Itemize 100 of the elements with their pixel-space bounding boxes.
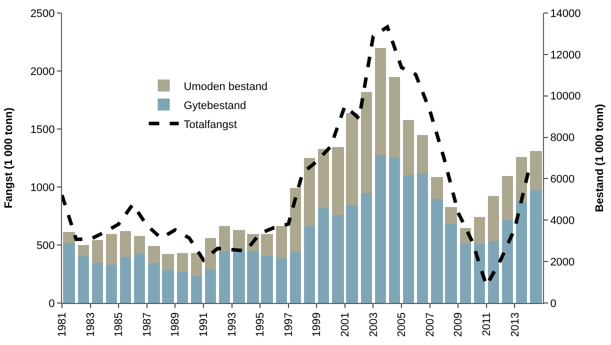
bar bbox=[191, 253, 202, 276]
bar bbox=[318, 208, 329, 303]
x-tick-label: 1987 bbox=[141, 312, 154, 337]
bar bbox=[502, 220, 513, 303]
bar bbox=[177, 253, 188, 272]
bar bbox=[63, 232, 75, 243]
bar bbox=[233, 230, 245, 249]
bar bbox=[177, 272, 188, 303]
bar bbox=[403, 175, 414, 303]
bar bbox=[219, 226, 230, 251]
y-axis-title: Fangst (1 000 tonn) bbox=[2, 107, 15, 208]
y2-tick-label: 14000 bbox=[550, 8, 581, 20]
x-tick-label: 2001 bbox=[340, 312, 352, 337]
bar bbox=[106, 265, 117, 303]
bar bbox=[290, 252, 301, 303]
x-tick-label: 2003 bbox=[368, 312, 380, 337]
bar bbox=[417, 173, 428, 303]
y2-tick-label: 6000 bbox=[550, 174, 575, 186]
bar bbox=[233, 249, 245, 303]
y2-tick-label: 2000 bbox=[550, 256, 575, 268]
bar bbox=[530, 190, 542, 303]
y-tick-label: 2500 bbox=[30, 8, 55, 20]
x-tick-label: 1989 bbox=[170, 312, 182, 337]
y-tick-label: 0 bbox=[48, 298, 55, 310]
bar bbox=[375, 48, 386, 155]
x-tick-label: 2013 bbox=[509, 312, 522, 337]
bar bbox=[530, 151, 542, 190]
bar bbox=[431, 177, 443, 199]
y-tick-label: 2000 bbox=[30, 66, 55, 78]
bar bbox=[417, 135, 428, 173]
y2-tick-label: 10000 bbox=[550, 90, 581, 103]
bar bbox=[134, 236, 145, 254]
bar bbox=[403, 120, 414, 175]
legend-label: Umoden bestand bbox=[184, 80, 268, 93]
bar bbox=[445, 207, 457, 224]
bar bbox=[261, 256, 273, 303]
bar bbox=[488, 196, 499, 241]
bar bbox=[389, 77, 400, 157]
bar bbox=[219, 251, 230, 303]
x-tick-label: 1981 bbox=[56, 312, 69, 337]
y2-tick-label: 8000 bbox=[550, 132, 575, 144]
bar bbox=[92, 240, 103, 263]
y-tick-label: 500 bbox=[36, 240, 55, 252]
bar bbox=[205, 269, 216, 303]
x-tick-label: 2005 bbox=[396, 312, 408, 337]
y2-axis-title: Bestand (1 000 tonn) bbox=[594, 104, 606, 212]
bar bbox=[162, 254, 174, 270]
y-tick-label: 1500 bbox=[30, 124, 55, 136]
bar bbox=[191, 276, 202, 303]
bar bbox=[148, 263, 160, 303]
bar bbox=[304, 226, 315, 303]
y2-tick-label: 0 bbox=[550, 298, 556, 310]
bar bbox=[346, 205, 358, 303]
x-tick-label: 2009 bbox=[452, 312, 465, 337]
x-tick-label: 2007 bbox=[424, 312, 436, 337]
bar bbox=[474, 217, 485, 244]
bar bbox=[431, 199, 443, 303]
bar bbox=[361, 92, 372, 193]
bar bbox=[445, 224, 457, 303]
bar bbox=[375, 155, 386, 303]
bar bbox=[63, 243, 75, 303]
y2-tick-label: 12000 bbox=[550, 49, 581, 62]
bar bbox=[516, 202, 527, 303]
bar bbox=[247, 251, 259, 303]
x-tick-label: 1997 bbox=[282, 312, 295, 337]
x-tick-label: 1995 bbox=[254, 312, 267, 337]
legend-label: Gytebestand bbox=[184, 100, 246, 112]
bar bbox=[488, 241, 499, 303]
x-tick-label: 1999 bbox=[311, 312, 324, 337]
bar bbox=[346, 113, 358, 205]
bar bbox=[460, 244, 471, 303]
bar bbox=[92, 263, 103, 303]
bar bbox=[162, 270, 174, 303]
bar bbox=[148, 246, 160, 263]
bar bbox=[361, 193, 372, 303]
y2-tick-label: 4000 bbox=[550, 214, 575, 227]
bar bbox=[304, 158, 315, 226]
bar bbox=[134, 254, 145, 303]
bar bbox=[276, 226, 287, 258]
x-tick-label: 1983 bbox=[84, 312, 97, 337]
x-tick-label: 1993 bbox=[226, 312, 238, 337]
legend-label: Totalfangst bbox=[184, 118, 237, 131]
bar bbox=[332, 147, 344, 215]
bar bbox=[120, 257, 131, 303]
bar bbox=[389, 157, 400, 303]
bar bbox=[78, 245, 89, 256]
bar bbox=[276, 258, 287, 303]
x-tick-label: 1991 bbox=[198, 312, 210, 337]
x-tick-label: 1985 bbox=[113, 312, 126, 337]
x-tick-label: 2011 bbox=[480, 312, 493, 336]
y-tick-label: 1000 bbox=[30, 182, 55, 194]
bar bbox=[261, 234, 273, 256]
bar bbox=[502, 176, 513, 220]
bar bbox=[205, 238, 216, 269]
bar bbox=[318, 149, 329, 208]
bar bbox=[106, 234, 117, 265]
bar bbox=[78, 256, 89, 303]
bar bbox=[332, 215, 344, 303]
bar bbox=[290, 188, 301, 252]
bar bbox=[120, 231, 131, 257]
